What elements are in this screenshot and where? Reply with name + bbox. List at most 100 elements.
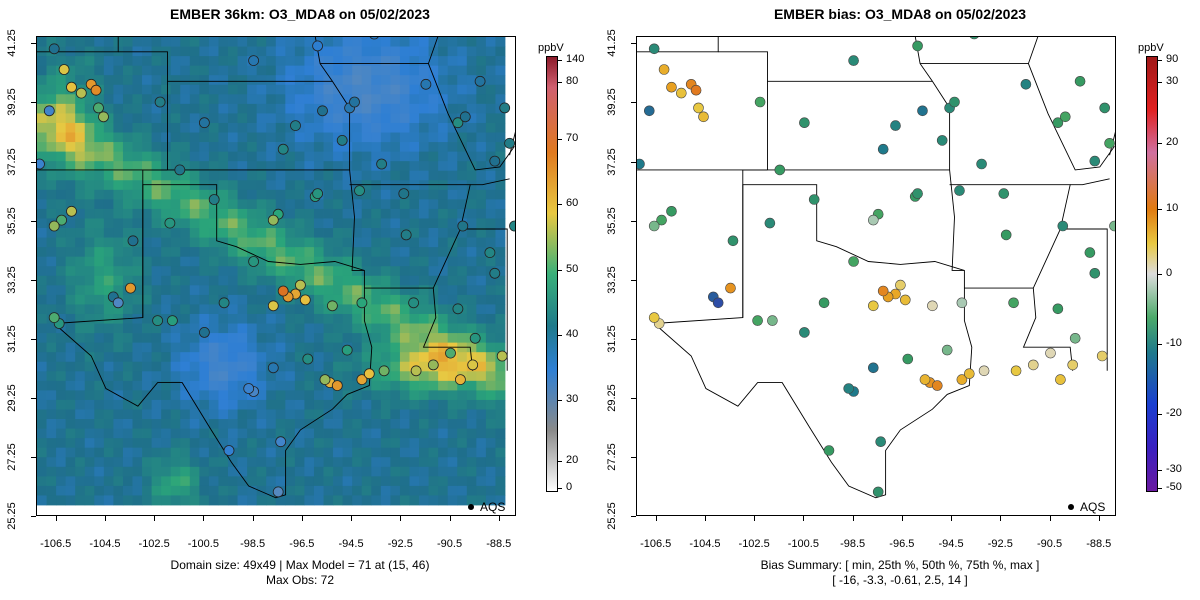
- model-grid-cell: [189, 113, 200, 124]
- model-grid-cell: [361, 180, 372, 191]
- model-grid-cell: [189, 122, 200, 133]
- model-grid-cell: [218, 37, 229, 47]
- model-grid-cell: [457, 208, 468, 219]
- aqs-site-obs: [48, 312, 60, 324]
- model-grid-cell: [342, 237, 353, 248]
- model-grid-cell: [457, 390, 468, 401]
- model-grid-cell: [485, 37, 496, 47]
- model-grid-cell: [170, 294, 181, 305]
- model-grid-cell: [476, 419, 487, 429]
- model-grid-cell: [495, 237, 506, 248]
- model-grid-cell: [142, 228, 153, 238]
- model-grid-cell: [237, 380, 248, 391]
- model-grid-cell: [151, 161, 162, 172]
- model-grid-cell: [409, 113, 420, 124]
- model-grid-cell: [94, 466, 105, 477]
- model-grid-cell: [218, 75, 229, 86]
- x-tick-label: -90.5: [1036, 538, 1063, 550]
- model-grid-cell: [65, 447, 76, 458]
- model-grid-cell: [132, 371, 143, 382]
- model-grid-cell: [237, 457, 248, 468]
- model-grid-cell: [380, 218, 391, 229]
- model-grid-cell: [113, 142, 124, 153]
- model-grid-cell: [75, 495, 86, 506]
- model-grid-cell: [84, 170, 95, 181]
- model-grid-cell: [428, 37, 439, 47]
- model-grid-cell: [75, 333, 86, 344]
- model-grid-cell: [247, 46, 258, 57]
- model-grid-cell: [495, 170, 506, 181]
- model-grid-cell: [142, 304, 153, 315]
- aqs-site-obs: [98, 111, 109, 123]
- model-grid-cell: [266, 237, 277, 248]
- model-grid-cell: [285, 285, 296, 296]
- model-grid-cell: [237, 142, 248, 153]
- model-grid-cell: [380, 390, 391, 401]
- model-grid-cell: [46, 361, 57, 372]
- model-grid-cell: [285, 161, 296, 172]
- aqs-site-obs: [243, 383, 255, 394]
- model-grid-cell: [75, 380, 86, 391]
- aqs-site-bias: [912, 188, 923, 199]
- aqs-site-obs: [408, 297, 420, 309]
- model-grid-cell: [457, 256, 468, 267]
- model-grid-cell: [428, 466, 439, 477]
- model-grid-cell: [495, 189, 506, 200]
- model-grid-cell: [476, 151, 487, 162]
- model-grid-cell: [151, 247, 162, 258]
- model-grid-cell: [466, 37, 477, 47]
- model-grid-cell: [495, 294, 506, 305]
- model-grid-cell: [409, 37, 420, 47]
- model-grid-cell: [56, 428, 67, 439]
- model-grid-cell: [428, 46, 439, 57]
- model-grid-cell: [294, 247, 305, 258]
- model-grid-cell: [161, 352, 172, 363]
- model-grid-cell: [304, 333, 315, 344]
- model-grid-cell: [438, 313, 449, 324]
- state-boundary: [920, 37, 1039, 65]
- model-grid-cell: [142, 75, 153, 86]
- model-grid-cell: [409, 342, 420, 353]
- aqs-site-obs: [312, 40, 324, 52]
- model-grid-cell: [438, 199, 449, 210]
- model-grid-cell: [323, 323, 334, 334]
- model-grid-cell: [333, 189, 344, 200]
- model-grid-cell: [313, 199, 324, 210]
- model-grid-cell: [122, 189, 133, 200]
- aqs-site-obs: [484, 247, 496, 259]
- model-grid-cell: [380, 46, 391, 57]
- model-grid-cell: [65, 323, 76, 334]
- model-grid-cell: [142, 447, 153, 458]
- model-grid-cell: [218, 180, 229, 191]
- aqs-site-obs: [299, 294, 311, 306]
- model-grid-cell: [228, 103, 238, 114]
- model-grid-cell: [380, 323, 391, 334]
- model-grid-cell: [132, 409, 143, 420]
- model-grid-cell: [399, 371, 410, 382]
- aqs-site-bias: [1074, 75, 1086, 87]
- model-grid-cell: [323, 113, 334, 124]
- aqs-site-obs: [319, 374, 331, 386]
- model-grid-cell: [409, 409, 420, 420]
- model-grid-cell: [94, 352, 105, 363]
- model-grid-cell: [476, 447, 487, 458]
- model-grid-cell: [428, 151, 439, 162]
- model-grid-cell: [151, 65, 162, 76]
- model-grid-cell: [170, 237, 181, 248]
- model-grid-cell: [352, 56, 363, 67]
- model-grid-cell: [122, 333, 133, 344]
- model-grid-cell: [122, 94, 133, 105]
- model-grid-cell: [180, 161, 191, 172]
- model-grid-cell: [371, 151, 382, 162]
- model-grid-cell: [103, 75, 114, 86]
- model-grid-cell: [294, 333, 305, 344]
- model-grid-cell: [103, 457, 114, 468]
- model-grid-cell: [485, 180, 496, 191]
- model-grid-cell: [170, 333, 181, 344]
- model-grid-cell: [113, 447, 124, 458]
- model-grid-cell: [161, 56, 172, 67]
- model-grid-cell: [457, 380, 468, 391]
- model-grid-cell: [476, 228, 487, 238]
- model-grid-cell: [122, 113, 133, 124]
- model-grid-cell: [275, 122, 286, 133]
